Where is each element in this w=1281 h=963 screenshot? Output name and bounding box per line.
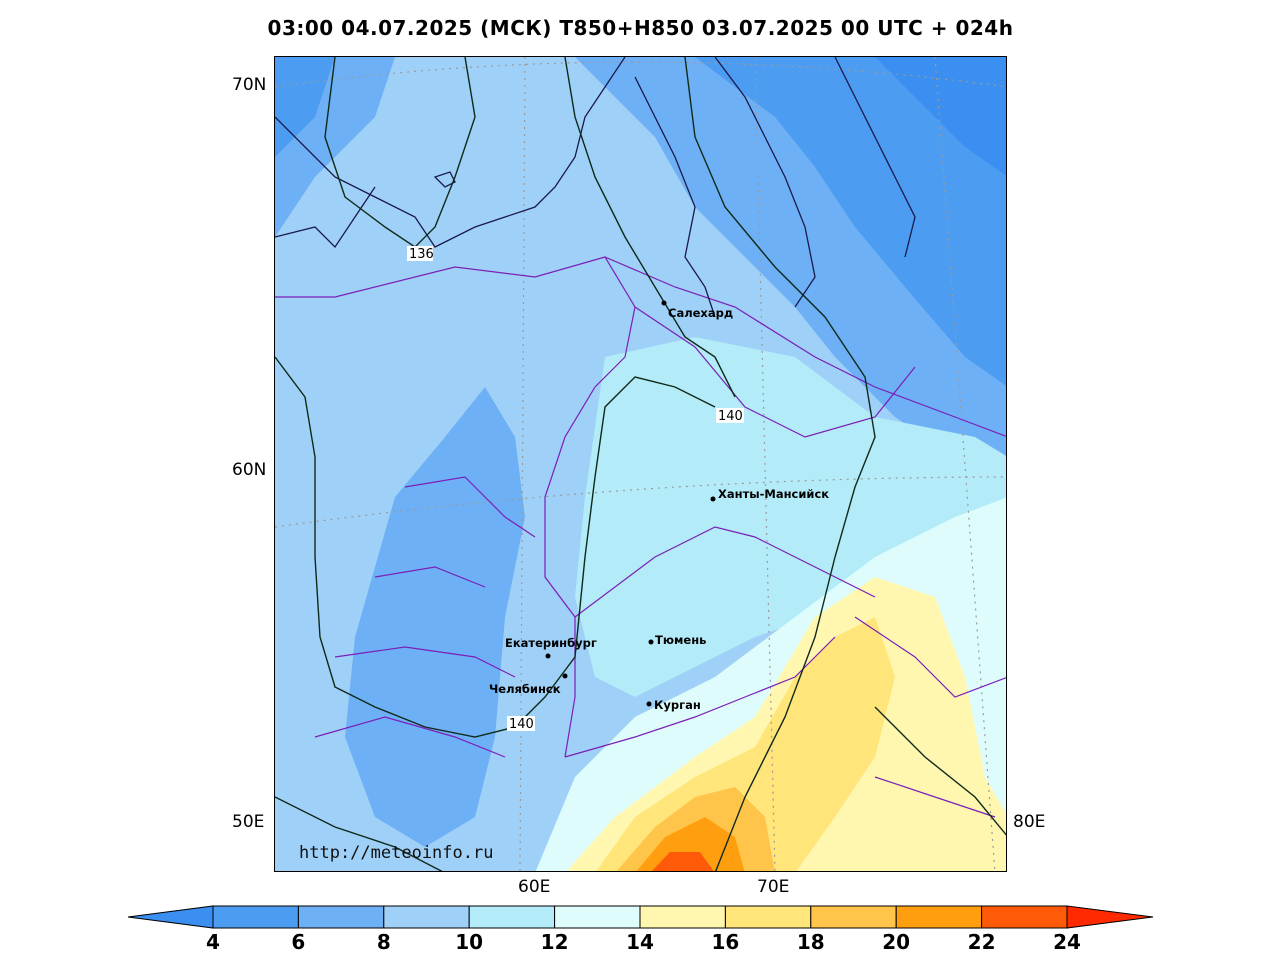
colorbar-segment	[895, 905, 983, 929]
colorbar-tick-label: 14	[626, 930, 654, 954]
contour-label-140-south: 140	[509, 717, 534, 732]
colorbar-segment	[383, 905, 470, 929]
map-panel[interactable]: 136 140 140 Салехард Ханты-Мансийск Екат…	[274, 56, 1007, 872]
colorbar-segment	[554, 905, 641, 929]
lon-label-60e: 60E	[518, 877, 551, 897]
colorbar-tick-label: 24	[1053, 930, 1081, 954]
city-salekhard[interactable]: Салехард	[661, 300, 734, 321]
lat-label-70n: 70N	[232, 75, 267, 95]
lat-label-60n: 60N	[232, 460, 267, 480]
city-khanty-mansiysk[interactable]: Ханты-Мансийск	[710, 487, 830, 502]
colorbar-segment	[212, 905, 299, 929]
lon-label-80e: 80E	[1013, 812, 1046, 832]
colorbar-segment	[468, 905, 556, 929]
city-label: Екатеринбург	[505, 636, 597, 650]
colorbar-tick-label: 10	[455, 930, 484, 954]
contour-label-140-north: 140	[718, 409, 743, 424]
city-label: Курган	[654, 698, 701, 712]
colorbar-tick-label: 12	[540, 930, 569, 954]
colorbar-tick-label: 8	[376, 930, 391, 954]
colorbar-segment	[297, 905, 385, 929]
city-label: Салехард	[668, 306, 733, 320]
colorbar-max-arrow	[1066, 905, 1154, 929]
colorbar-tick-label: 22	[967, 930, 996, 954]
colorbar-tick-label: 6	[291, 930, 306, 954]
city-tyumen[interactable]: Тюмень	[648, 633, 707, 647]
map-title: 03:00 04.07.2025 (МСК) T850+H850 03.07.2…	[267, 16, 1014, 40]
colorbar-tick-label: 16	[711, 930, 740, 954]
temperature-field: 136 140 140 Салехард Ханты-Мансийск Екат…	[275, 57, 1006, 871]
colorbar-segment	[639, 905, 726, 929]
contour-label-136: 136	[409, 247, 434, 262]
colorbar-segment	[724, 905, 812, 929]
colorbar-segment	[810, 905, 897, 929]
colorbar-segment	[981, 905, 1068, 929]
city-label: Ханты-Мансийск	[718, 487, 829, 501]
colorbar-tick-label: 20	[882, 930, 911, 954]
colorbar-tick-label: 18	[796, 930, 825, 954]
city-chelyabinsk[interactable]: Челябинск	[489, 673, 568, 697]
city-label: Тюмень	[655, 633, 706, 647]
lon-label-50e: 50E	[232, 812, 265, 832]
city-kurgan[interactable]: Курган	[646, 698, 701, 712]
watermark-url: http://meteoinfo.ru	[299, 843, 494, 863]
city-yekaterinburg[interactable]: Екатеринбург	[505, 636, 597, 659]
lon-label-70e: 70E	[757, 877, 790, 897]
city-label: Челябинск	[489, 682, 561, 696]
colorbar-min-arrow	[127, 905, 214, 929]
colorbar-tick-label: 4	[206, 930, 220, 954]
